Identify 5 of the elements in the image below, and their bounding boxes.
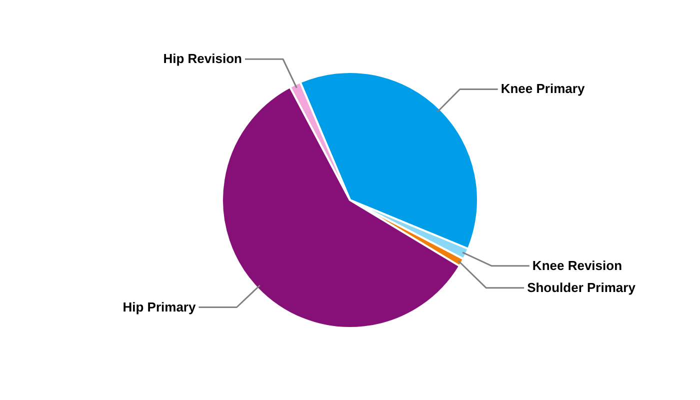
slice-label: Hip Revision — [163, 51, 242, 66]
slice-label: Hip Primary — [122, 299, 196, 314]
slice-label: Knee Primary — [500, 81, 586, 96]
slice-label: Shoulder Primary — [527, 280, 636, 295]
slice-label: Knee Revision — [532, 258, 622, 273]
